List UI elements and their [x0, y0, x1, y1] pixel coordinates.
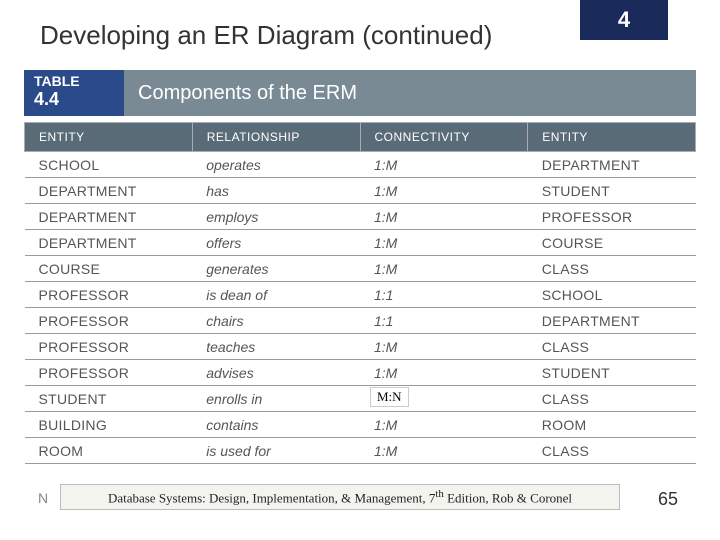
- page-number: 65: [658, 489, 678, 510]
- cell-relationship: is dean of: [192, 282, 360, 308]
- cell-connectivity: 1:M: [360, 412, 528, 438]
- cell-entity: PROFESSOR: [25, 334, 193, 360]
- cell-entity: PROFESSOR: [25, 360, 193, 386]
- cell-entity: PROFESSOR: [528, 204, 696, 230]
- table-container: TABLE 4.4 Components of the ERM ENTITY R…: [24, 70, 696, 464]
- cell-entity: STUDENT: [25, 386, 193, 412]
- cell-connectivity: 1:M: [360, 152, 528, 178]
- page-title: Developing an ER Diagram (continued): [40, 20, 492, 51]
- cell-entity: STUDENT: [528, 360, 696, 386]
- table-row: SCHOOLoperates1:MDEPARTMENT: [25, 152, 696, 178]
- table-row: DEPARTMENTemploys1:MPROFESSOR: [25, 204, 696, 230]
- footer-text-1: Database Systems: Design, Implementation…: [108, 490, 435, 505]
- cell-entity: CLASS: [528, 256, 696, 282]
- cell-connectivity: M:N: [360, 386, 528, 412]
- cell-entity: DEPARTMENT: [25, 230, 193, 256]
- cell-entity: SCHOOL: [25, 152, 193, 178]
- cell-relationship: has: [192, 178, 360, 204]
- cell-relationship: contains: [192, 412, 360, 438]
- cell-connectivity: 1:M: [360, 256, 528, 282]
- chapter-number-box: 4: [580, 0, 668, 40]
- col-header-entity-1: ENTITY: [25, 123, 193, 152]
- cell-entity: CLASS: [528, 438, 696, 464]
- cell-entity: COURSE: [25, 256, 193, 282]
- cell-entity: PROFESSOR: [25, 308, 193, 334]
- cell-relationship: offers: [192, 230, 360, 256]
- cell-entity: ROOM: [25, 438, 193, 464]
- table-row: PROFESSORis dean of1:1SCHOOL: [25, 282, 696, 308]
- table-row: BUILDINGcontains1:MROOM: [25, 412, 696, 438]
- cell-relationship: enrolls in: [192, 386, 360, 412]
- cell-entity: ROOM: [528, 412, 696, 438]
- table-row: ROOMis used for1:MCLASS: [25, 438, 696, 464]
- cell-entity: CLASS: [528, 334, 696, 360]
- erm-table: ENTITY RELATIONSHIP CONNECTIVITY ENTITY …: [24, 122, 696, 464]
- table-header-bar: TABLE 4.4 Components of the ERM: [24, 70, 696, 116]
- footer-text-2: Edition, Rob & Coronel: [444, 490, 572, 505]
- table-row: COURSEgenerates1:MCLASS: [25, 256, 696, 282]
- col-header-relationship: RELATIONSHIP: [192, 123, 360, 152]
- cell-relationship: advises: [192, 360, 360, 386]
- table-label-prefix: TABLE: [34, 73, 80, 89]
- cell-connectivity: 1:M: [360, 334, 528, 360]
- col-header-entity-2: ENTITY: [528, 123, 696, 152]
- cell-connectivity: 1:M: [360, 204, 528, 230]
- cell-connectivity: 1:M: [360, 230, 528, 256]
- cell-relationship: teaches: [192, 334, 360, 360]
- truncated-row-label: N: [38, 490, 48, 506]
- table-row: PROFESSORchairs1:1DEPARTMENT: [25, 308, 696, 334]
- cell-relationship: chairs: [192, 308, 360, 334]
- cell-entity: SCHOOL: [528, 282, 696, 308]
- cell-relationship: is used for: [192, 438, 360, 464]
- cell-entity: DEPARTMENT: [25, 204, 193, 230]
- table-row: PROFESSORteaches1:MCLASS: [25, 334, 696, 360]
- col-header-connectivity: CONNECTIVITY: [360, 123, 528, 152]
- table-caption: Components of the ERM: [124, 70, 696, 116]
- cell-connectivity: 1:M: [360, 360, 528, 386]
- cell-connectivity: 1:1: [360, 282, 528, 308]
- cell-connectivity: 1:M: [360, 438, 528, 464]
- cell-entity: COURSE: [528, 230, 696, 256]
- table-label-number: 4.4: [34, 89, 80, 110]
- cell-entity: DEPARTMENT: [528, 308, 696, 334]
- cell-relationship: operates: [192, 152, 360, 178]
- footer-citation: Database Systems: Design, Implementation…: [60, 484, 620, 510]
- mn-overlay: M:N: [370, 387, 409, 407]
- cell-entity: DEPARTMENT: [528, 152, 696, 178]
- cell-entity: BUILDING: [25, 412, 193, 438]
- table-label-tab: TABLE 4.4: [24, 70, 124, 116]
- cell-connectivity: 1:1: [360, 308, 528, 334]
- cell-connectivity: 1:M: [360, 178, 528, 204]
- table-row: DEPARTMENToffers1:MCOURSE: [25, 230, 696, 256]
- cell-entity: STUDENT: [528, 178, 696, 204]
- cell-relationship: employs: [192, 204, 360, 230]
- cell-entity: PROFESSOR: [25, 282, 193, 308]
- cell-relationship: generates: [192, 256, 360, 282]
- footer-text-sup: th: [435, 488, 443, 500]
- table-row: PROFESSORadvises1:MSTUDENT: [25, 360, 696, 386]
- table-row: DEPARTMENThas1:MSTUDENT: [25, 178, 696, 204]
- table-row: STUDENTenrolls in M:N CLASS: [25, 386, 696, 412]
- cell-entity: CLASS: [528, 386, 696, 412]
- table-header-row: ENTITY RELATIONSHIP CONNECTIVITY ENTITY: [25, 123, 696, 152]
- cell-entity: DEPARTMENT: [25, 178, 193, 204]
